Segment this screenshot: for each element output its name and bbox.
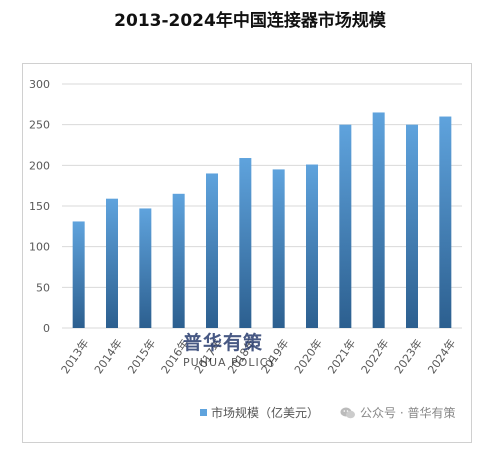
bar-2023年 xyxy=(406,124,418,329)
bar-2016年 xyxy=(172,193,185,328)
legend-swatch xyxy=(200,409,207,416)
bar-2015年 xyxy=(139,208,152,328)
chart-title: 2013-2024年中国连接器市场规模 xyxy=(114,11,386,31)
bars xyxy=(72,112,452,329)
bar-2019年 xyxy=(272,169,285,328)
x-tick-label: 2020年 xyxy=(291,336,325,376)
bar-2022年 xyxy=(372,112,385,328)
bar-2020年 xyxy=(306,164,318,328)
x-tick-label: 2016年 xyxy=(158,336,192,376)
wechat-icon xyxy=(340,407,355,418)
bar-2017年 xyxy=(206,173,218,328)
x-axis-ticks: 2013年 2014年 2015年 2016年 2017年 2018年 2019年 2020年… xyxy=(58,336,459,376)
legend: 市场规模（亿美元） xyxy=(200,404,319,421)
source-credit: 公众号 · 普华有策 xyxy=(340,404,455,421)
y-tick-label: 50 xyxy=(36,281,50,294)
y-axis-ticks: 0 50 100 150 200 250 300 xyxy=(29,78,50,335)
x-tick-label: 2013年 xyxy=(58,336,92,376)
x-tick-label: 2023年 xyxy=(391,336,425,376)
bar-2024年 xyxy=(439,116,452,329)
x-tick-label: 2018年 xyxy=(225,336,259,376)
x-tick-label: 2014年 xyxy=(91,336,125,376)
y-tick-label: 150 xyxy=(29,200,50,213)
source-label: 公众号 · 普华有策 xyxy=(360,406,456,420)
x-tick-label: 2024年 xyxy=(425,336,459,376)
x-tick-label: 2021年 xyxy=(325,336,359,376)
y-tick-label: 300 xyxy=(29,78,50,91)
x-tick-label: 2019年 xyxy=(258,336,292,376)
y-tick-label: 0 xyxy=(43,322,50,335)
legend-label: 市场规模（亿美元） xyxy=(211,406,320,420)
gridlines xyxy=(62,83,462,329)
x-tick-label: 2017年 xyxy=(191,336,225,376)
y-tick-label: 200 xyxy=(29,159,50,172)
y-tick-label: 100 xyxy=(29,241,50,254)
bar-2013年 xyxy=(72,221,85,328)
x-tick-label: 2015年 xyxy=(125,336,159,376)
bar-2018年 xyxy=(239,158,252,328)
y-tick-label: 250 xyxy=(29,119,50,132)
bar-2021年 xyxy=(339,124,352,329)
x-tick-label: 2022年 xyxy=(358,336,392,376)
bar-2014年 xyxy=(106,198,118,328)
